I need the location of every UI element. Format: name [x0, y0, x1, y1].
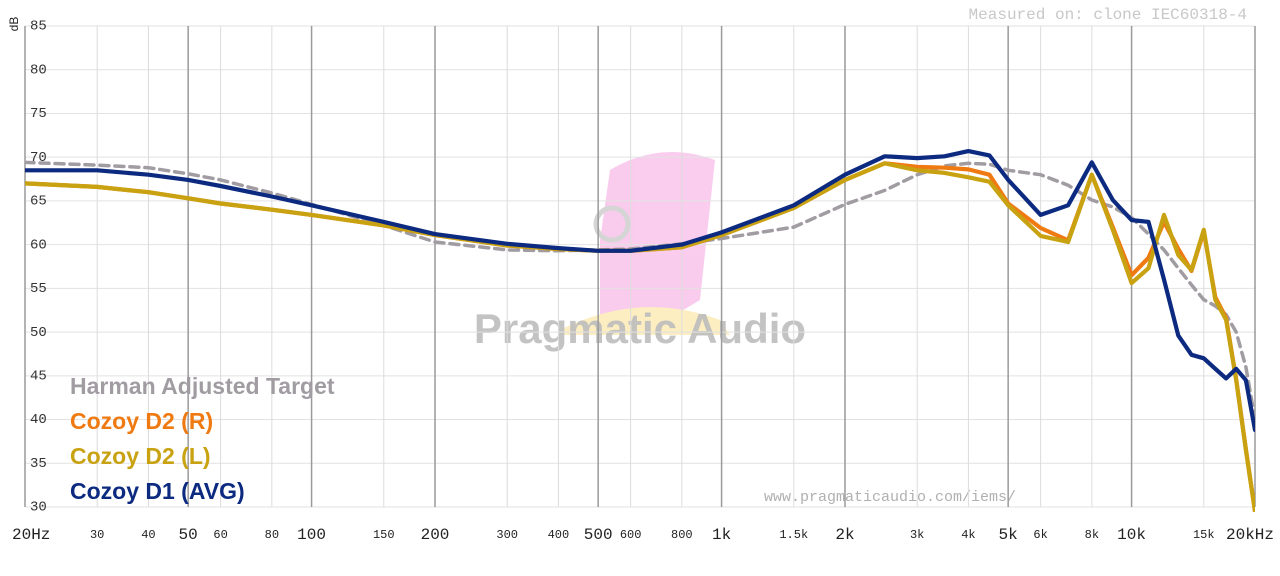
x-tick-label: 400: [548, 528, 570, 542]
x-tick-label: 100: [297, 526, 326, 544]
watermark: Pragmatic Audio: [474, 305, 806, 352]
x-tick-label: 3k: [910, 528, 924, 542]
y-tick-label: 45: [30, 369, 47, 385]
y-tick-label: 80: [30, 62, 47, 78]
chart-title: Measured on: clone IEC60318-4: [969, 6, 1247, 24]
series-line: [25, 149, 1255, 433]
series-lines: [25, 149, 1255, 512]
y-tick-label: 85: [30, 19, 47, 35]
x-tick-label: 1.5k: [779, 528, 808, 542]
x-tick-label: 20kHz: [1226, 526, 1274, 544]
x-tick-label: 20Hz: [12, 526, 50, 544]
legend-entry: Cozoy D1 (AVG): [70, 478, 245, 504]
y-tick-label: 75: [30, 106, 47, 122]
series-line: [25, 161, 1255, 512]
x-tick-label: 800: [671, 528, 693, 542]
y-tick-label: 55: [30, 281, 47, 297]
x-tick-label: 40: [141, 528, 155, 542]
x-tick-label: 60: [213, 528, 227, 542]
y-tick-label: 40: [30, 412, 47, 428]
x-tick-label: 4k: [961, 528, 975, 542]
y-tick-label: 50: [30, 325, 47, 341]
legend-entry: Harman Adjusted Target: [70, 373, 335, 399]
x-tick-label: 600: [620, 528, 642, 542]
x-tick-label: 10k: [1117, 526, 1146, 544]
y-tick-label: 30: [30, 500, 47, 516]
x-tick-label: 2k: [835, 526, 854, 544]
footer-url: www.pragmaticaudio.com/iems/: [764, 489, 1016, 506]
y-tick-label: 35: [30, 456, 47, 472]
grid: [24, 25, 1256, 508]
y-tick-label: 65: [30, 194, 47, 210]
watermark-logo: [560, 152, 730, 335]
x-tick-label: 6k: [1033, 528, 1047, 542]
x-tick-label: 5k: [999, 526, 1018, 544]
y-axis-label: dB: [7, 17, 21, 32]
legend-entry: Cozoy D2 (L): [70, 443, 211, 469]
x-tick-label: 30: [90, 528, 104, 542]
x-tick-label: 1k: [712, 526, 731, 544]
x-tick-label: 80: [265, 528, 279, 542]
y-tick-label: 60: [30, 237, 47, 253]
x-tick-label: 15k: [1193, 528, 1215, 542]
x-tick-label: 8k: [1085, 528, 1099, 542]
x-tick-label: 50: [179, 526, 198, 544]
legend-entry: Cozoy D2 (R): [70, 408, 213, 434]
x-tick-label: 150: [373, 528, 395, 542]
x-tick-label: 300: [496, 528, 518, 542]
x-tick-label: 500: [584, 526, 613, 544]
x-tick-label: 200: [421, 526, 450, 544]
